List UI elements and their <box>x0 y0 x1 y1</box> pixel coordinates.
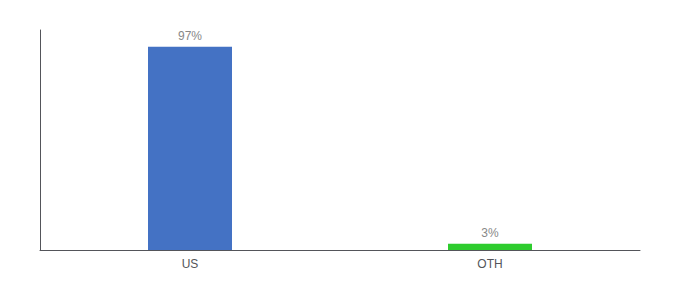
svg-text:OTH: OTH <box>477 257 502 271</box>
svg-text:97%: 97% <box>178 29 202 43</box>
svg-text:US: US <box>182 257 199 271</box>
svg-text:3%: 3% <box>481 226 499 240</box>
